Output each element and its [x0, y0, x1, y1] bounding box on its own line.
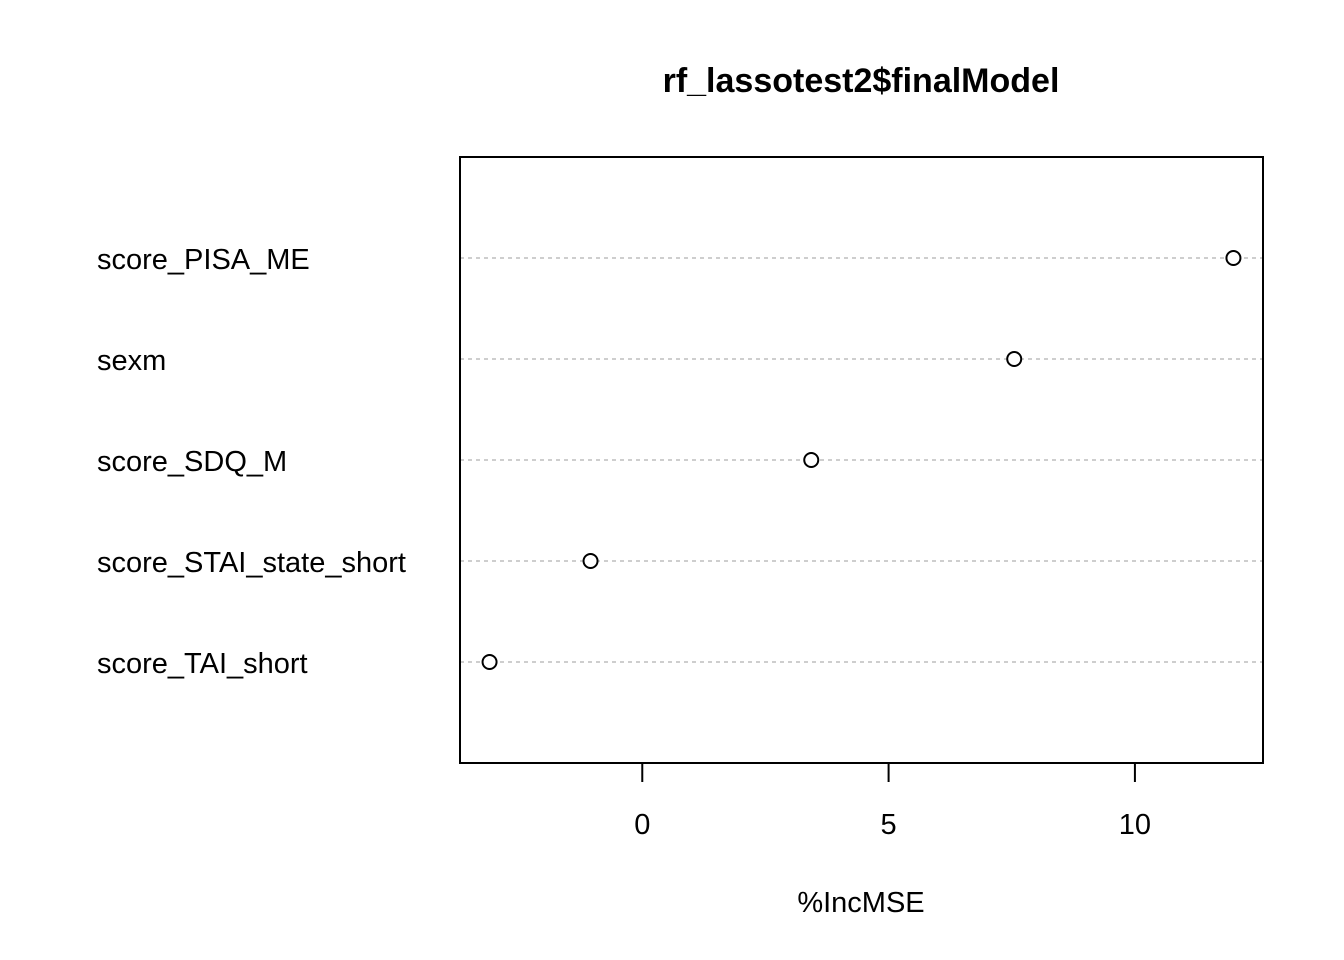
data-point	[1225, 250, 1242, 266]
data-points	[481, 250, 1242, 670]
x-axis: 0 5 10	[634, 763, 1151, 841]
x-tick-label: 5	[881, 809, 897, 841]
x-axis-label: %IncMSE	[797, 887, 924, 919]
gridlines	[460, 257, 1263, 663]
category-label: score_SDQ_M	[97, 446, 287, 478]
data-point	[481, 654, 498, 670]
x-tick-label: 10	[1119, 809, 1151, 841]
data-point	[1006, 351, 1023, 367]
x-tick-label: 0	[634, 809, 650, 841]
plot-frame	[459, 156, 1264, 764]
category-label: sexm	[97, 345, 166, 377]
data-point	[803, 452, 820, 468]
chart-title: rf_lassotest2$finalModel	[663, 62, 1060, 100]
category-label: score_PISA_ME	[97, 244, 310, 276]
category-label: score_TAI_short	[97, 648, 308, 680]
data-point	[582, 553, 599, 569]
category-label: score_STAI_state_short	[97, 547, 406, 579]
